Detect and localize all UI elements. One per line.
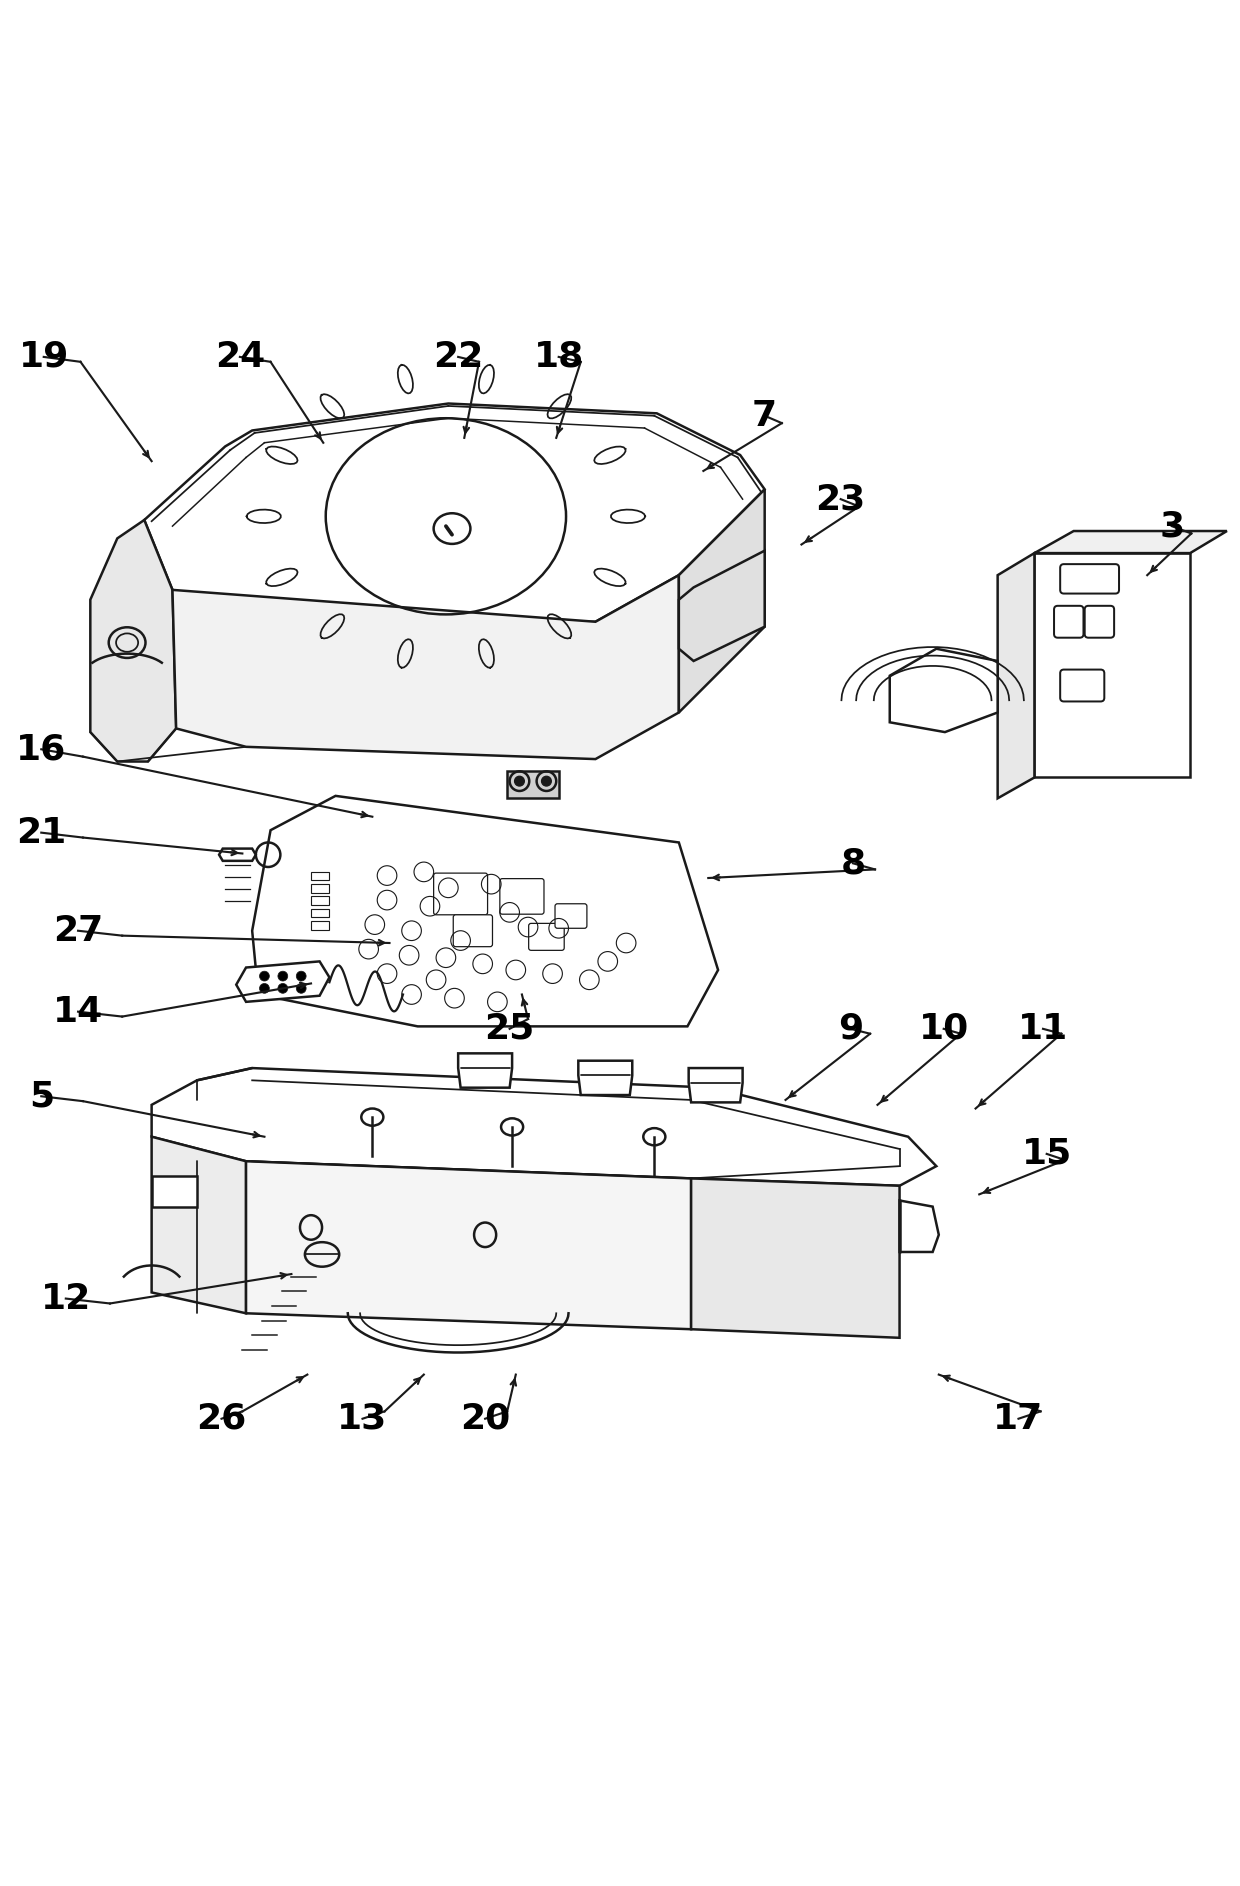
FancyBboxPatch shape bbox=[556, 903, 587, 928]
Polygon shape bbox=[1034, 532, 1226, 553]
Text: 20: 20 bbox=[460, 1401, 510, 1435]
Text: 26: 26 bbox=[196, 1401, 247, 1435]
Polygon shape bbox=[678, 551, 765, 660]
Text: 5: 5 bbox=[29, 1079, 53, 1113]
Polygon shape bbox=[688, 1067, 743, 1103]
FancyBboxPatch shape bbox=[528, 924, 564, 951]
Text: 12: 12 bbox=[41, 1282, 91, 1316]
Circle shape bbox=[259, 983, 269, 994]
Text: 7: 7 bbox=[753, 398, 777, 432]
Text: 19: 19 bbox=[19, 339, 69, 373]
Polygon shape bbox=[578, 1060, 632, 1096]
Polygon shape bbox=[237, 962, 330, 1001]
FancyBboxPatch shape bbox=[1060, 670, 1105, 702]
Text: 21: 21 bbox=[16, 815, 67, 851]
FancyBboxPatch shape bbox=[1060, 564, 1118, 594]
Polygon shape bbox=[252, 796, 718, 1026]
Text: 15: 15 bbox=[1022, 1137, 1071, 1171]
Polygon shape bbox=[151, 1067, 936, 1186]
Bar bbox=[311, 920, 330, 930]
Polygon shape bbox=[144, 404, 765, 626]
Text: 11: 11 bbox=[1018, 1011, 1068, 1047]
Text: 3: 3 bbox=[1159, 509, 1184, 543]
Circle shape bbox=[259, 971, 269, 981]
FancyBboxPatch shape bbox=[1085, 605, 1114, 637]
Bar bbox=[311, 909, 330, 917]
Polygon shape bbox=[219, 849, 255, 860]
Text: 8: 8 bbox=[841, 847, 866, 881]
Bar bbox=[311, 896, 330, 905]
Circle shape bbox=[278, 983, 288, 994]
Polygon shape bbox=[172, 575, 678, 758]
Text: 16: 16 bbox=[16, 732, 67, 766]
FancyBboxPatch shape bbox=[434, 873, 487, 915]
Polygon shape bbox=[458, 1054, 512, 1088]
FancyBboxPatch shape bbox=[500, 879, 544, 915]
Polygon shape bbox=[246, 1162, 691, 1330]
Text: 9: 9 bbox=[838, 1011, 863, 1047]
Text: 17: 17 bbox=[993, 1401, 1044, 1435]
Text: 25: 25 bbox=[485, 1011, 534, 1047]
Polygon shape bbox=[151, 1177, 197, 1207]
Text: 14: 14 bbox=[53, 994, 103, 1028]
Polygon shape bbox=[691, 1179, 899, 1337]
Circle shape bbox=[296, 983, 306, 994]
Text: 10: 10 bbox=[919, 1011, 968, 1047]
Text: 24: 24 bbox=[215, 339, 265, 373]
Polygon shape bbox=[678, 488, 765, 713]
Text: 27: 27 bbox=[53, 913, 103, 949]
Circle shape bbox=[542, 777, 552, 786]
Text: 23: 23 bbox=[816, 483, 866, 517]
Polygon shape bbox=[151, 1137, 246, 1313]
Text: 22: 22 bbox=[433, 339, 484, 373]
FancyBboxPatch shape bbox=[454, 915, 492, 947]
Polygon shape bbox=[998, 553, 1034, 798]
Bar bbox=[311, 885, 330, 892]
Polygon shape bbox=[1034, 553, 1190, 777]
Polygon shape bbox=[899, 1201, 939, 1252]
Polygon shape bbox=[91, 521, 176, 762]
Text: 13: 13 bbox=[337, 1401, 388, 1435]
Polygon shape bbox=[890, 649, 998, 732]
Circle shape bbox=[296, 971, 306, 981]
Circle shape bbox=[278, 971, 288, 981]
Polygon shape bbox=[507, 771, 559, 798]
Text: 18: 18 bbox=[533, 339, 584, 373]
Bar bbox=[311, 871, 330, 881]
FancyBboxPatch shape bbox=[1054, 605, 1084, 637]
Circle shape bbox=[515, 777, 525, 786]
